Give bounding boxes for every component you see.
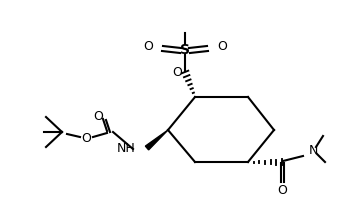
Text: O: O [277, 184, 287, 197]
Text: N: N [308, 144, 318, 156]
Polygon shape [145, 130, 168, 150]
Text: O: O [93, 110, 103, 123]
Text: NH: NH [116, 142, 135, 155]
Text: O: O [143, 40, 153, 53]
Text: O: O [81, 131, 91, 145]
Text: S: S [180, 43, 190, 57]
Text: O: O [172, 67, 182, 80]
Text: O: O [217, 40, 227, 53]
